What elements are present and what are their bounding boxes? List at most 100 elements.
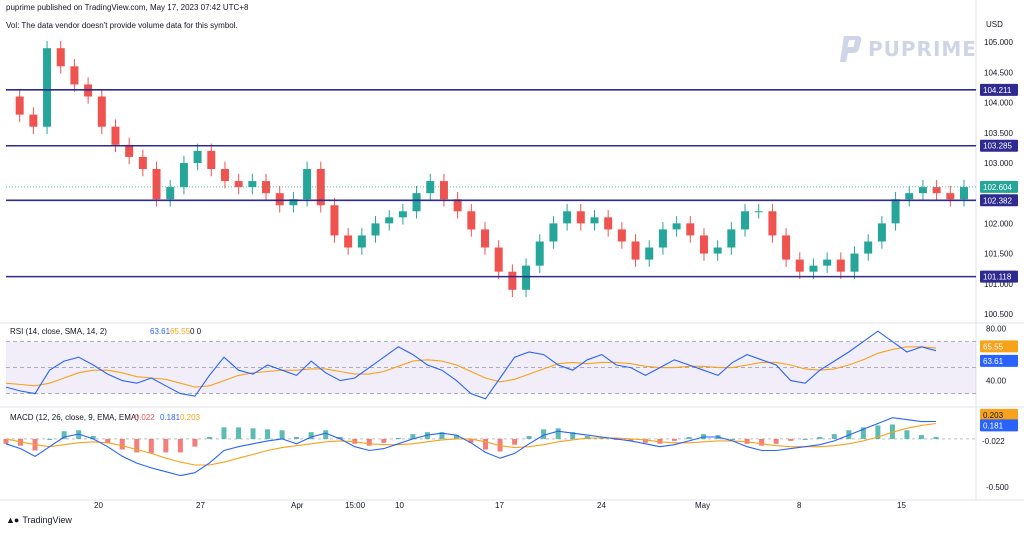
candle-body [152, 169, 161, 200]
candle-body [111, 126, 120, 145]
level-price-tag: 101.118 [983, 273, 1012, 282]
time-tick-label: 24 [597, 501, 606, 510]
macd-histogram-bar [294, 437, 300, 439]
candle-body [371, 223, 380, 236]
candle-body [590, 217, 599, 224]
macd-histogram-bar [265, 429, 271, 439]
time-tick-label: 27 [196, 501, 205, 510]
macd-histogram-bar [163, 438, 169, 453]
candle-body [741, 211, 750, 230]
volume-note: Vol: The data vendor doesn't provide vol… [6, 21, 238, 30]
candle-body [344, 235, 353, 248]
macd-tag-bg [980, 419, 1018, 432]
macd-histogram-bar [686, 437, 692, 439]
candle-body [43, 48, 52, 127]
time-tick-label: May [695, 501, 710, 510]
macd-histogram-bar [904, 430, 910, 439]
macd-histogram-bar [453, 435, 459, 439]
candle-body [357, 235, 366, 248]
candle-body [330, 205, 339, 236]
level-price-tag-bg [980, 194, 1018, 207]
rsi-value: 63.61 [150, 327, 171, 336]
price-tick-label: 105.000 [984, 38, 1013, 47]
macd-histogram-bar [366, 438, 372, 446]
candle-body [385, 217, 394, 224]
macd-tick-label: -0.500 [986, 483, 1009, 492]
time-tick-label: 17 [495, 501, 504, 510]
candle-body [439, 181, 448, 200]
candle-body [576, 211, 585, 224]
macd-histogram-bar [759, 438, 765, 446]
macd-histogram-bar [90, 436, 96, 439]
macd-signal-tag: 0.203 [983, 411, 1004, 420]
macd-histogram-bar [773, 438, 779, 444]
macd-histogram-bar [381, 438, 387, 443]
candle-body [166, 187, 175, 200]
candle-body [836, 259, 845, 272]
candle-body [138, 156, 147, 169]
macd-histogram-bar [628, 438, 634, 441]
candle-body [303, 169, 312, 200]
time-tick-label: 8 [797, 501, 802, 510]
candle-body [207, 150, 216, 169]
candle-body [220, 169, 229, 182]
macd-histogram-bar [439, 432, 445, 439]
candle-body [823, 259, 832, 266]
macd-histogram-bar [642, 438, 648, 443]
macd-histogram-bar [337, 437, 343, 439]
rsi-ma-tag: 65.55 [983, 342, 1004, 351]
candle-body [275, 193, 284, 206]
macd-histogram-bar [221, 427, 227, 439]
macd-histogram-bar [279, 430, 285, 439]
candle-body [727, 229, 736, 248]
macd-signal-line [5, 422, 937, 466]
candle-body [946, 193, 955, 200]
last-price-tag: 102.604 [983, 183, 1012, 192]
level-price-tag: 103.285 [983, 142, 1012, 151]
price-tick-label: 103.000 [984, 159, 1013, 168]
last-price-tag-bg [980, 180, 1018, 193]
rsi-tick-label: 80.00 [986, 325, 1007, 334]
macd-histogram-bar [323, 430, 329, 439]
candle-body [481, 229, 489, 248]
macd-tag: 0.181 [983, 421, 1004, 430]
candle-body [494, 247, 503, 272]
macd-histogram-bar [47, 438, 53, 440]
candle-body [398, 211, 407, 218]
macd-histogram-bar [570, 432, 576, 439]
time-tick-label: 20 [94, 501, 103, 510]
macd-histogram-bar [250, 428, 256, 439]
candle-body [97, 96, 106, 127]
macd-histogram-bar [860, 427, 866, 439]
candle-body [686, 223, 695, 236]
currency-label: USD [986, 20, 1003, 29]
macd-histogram-bar [483, 438, 489, 450]
candle-body [713, 247, 722, 254]
candle-body [426, 181, 435, 194]
macd-hist-axis-label: -0.022 [982, 437, 1005, 446]
candle-body [262, 181, 271, 194]
time-tick-label: Apr [291, 501, 304, 510]
candle-body [877, 223, 886, 242]
candle-body [850, 253, 859, 272]
rsi-extra-values: 0 0 [190, 327, 202, 336]
tradingview-label: TradingView [22, 515, 72, 525]
level-price-tag: 104.211 [983, 86, 1012, 95]
puprime-mark-icon [840, 36, 862, 62]
macd-histogram-bar [308, 432, 314, 439]
macd-histogram-bar [512, 438, 518, 445]
price-tick-label: 100.500 [984, 310, 1013, 319]
price-tick-label: 102.000 [984, 219, 1013, 228]
candle-body [932, 187, 941, 194]
macd-histogram-bar [730, 438, 736, 440]
level-price-tag-bg [980, 83, 1018, 96]
time-tick-label: 15 [897, 501, 906, 510]
candle-body [782, 235, 791, 260]
macd-histogram-bar [395, 437, 401, 439]
candle-body [809, 265, 818, 272]
macd-histogram-bar [788, 438, 794, 441]
candle-body [234, 181, 243, 188]
candle-body [316, 169, 325, 206]
candle-body [604, 217, 613, 230]
